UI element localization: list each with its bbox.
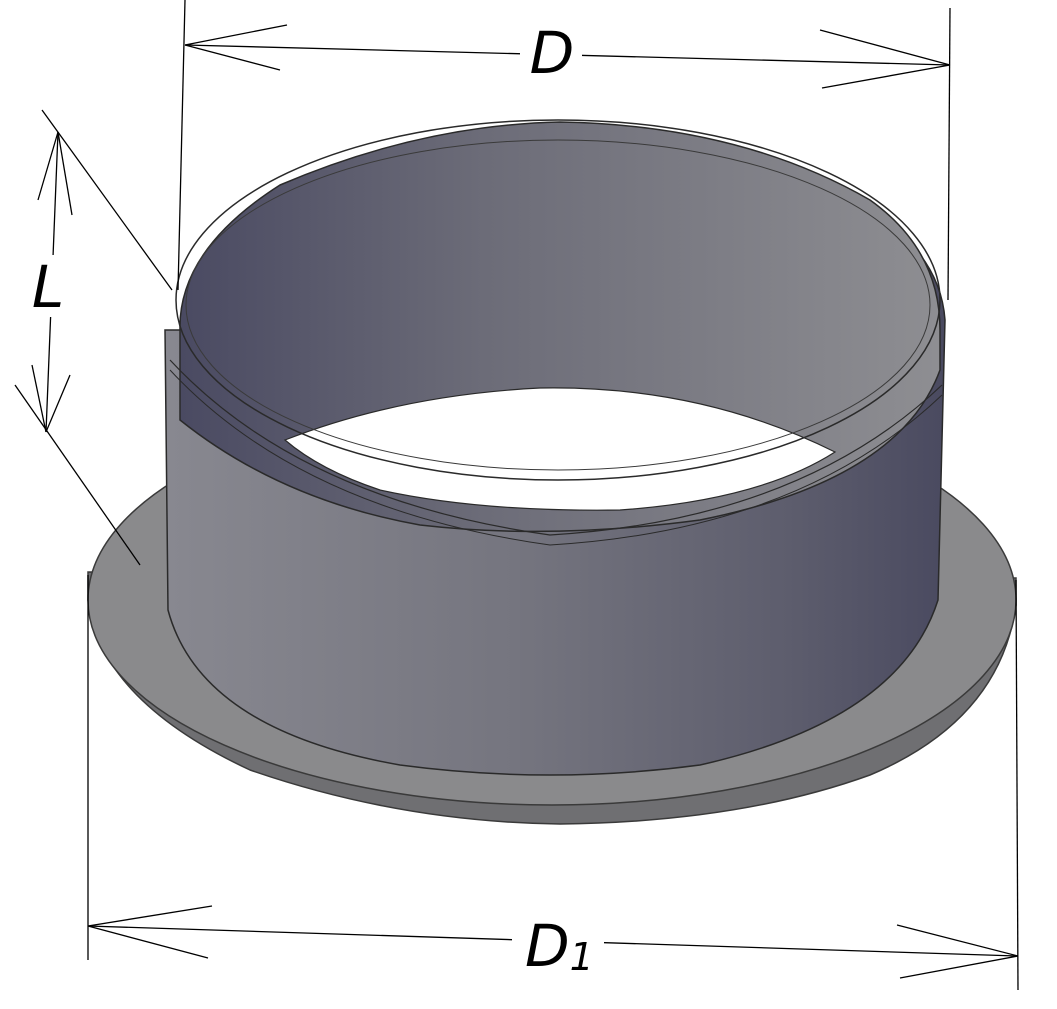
sleeve-top-rim <box>175 119 941 481</box>
sleeve-opening <box>283 387 837 511</box>
dimension-d-label: D <box>530 19 575 87</box>
sleeve-groove <box>169 359 943 536</box>
dimension-d-label-bg <box>520 20 582 82</box>
dimension-l-label: L <box>32 253 64 321</box>
dimension-d1 <box>87 575 1019 991</box>
dimension-d1-label: D1 <box>525 912 594 980</box>
dimension-l <box>14 109 173 566</box>
dimension-d1-label-bg <box>512 912 604 980</box>
sleeve-top-rim-inner <box>185 139 931 471</box>
sleeve-groove-2 <box>169 369 943 546</box>
dimension-l-label-bg <box>20 255 70 317</box>
dimension-d1-main: D <box>525 912 570 980</box>
dimension-d1-subscript: 1 <box>570 935 594 979</box>
